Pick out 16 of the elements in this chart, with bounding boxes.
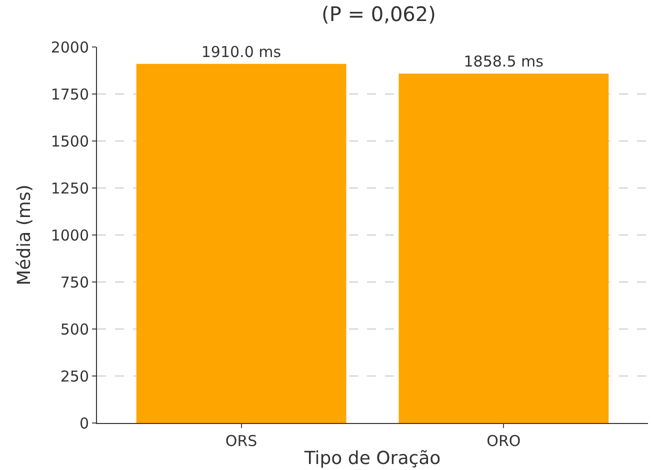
y-tick-label: 500 [60,320,89,338]
y-tick-label: 750 [60,273,89,292]
data-label: 1858.5 ms [464,52,544,71]
y-tick-label: 1250 [50,179,89,198]
chart-title: (P = 0,062) [322,2,436,26]
x-tick-label: ORS [225,432,258,450]
y-tick-label: 1500 [50,132,89,150]
data-label: 1910.0 ms [201,42,282,61]
y-tick-label: 0 [79,414,89,432]
x-axis-title: Tipo de Oração [303,448,441,470]
y-tick-label: 250 [60,367,89,386]
y-axis-title: Média (ms) [14,184,36,286]
y-tick-label: 2000 [50,38,89,56]
y-tick-label: 1000 [50,226,89,244]
y-tick-label: 1750 [50,85,89,104]
x-tick-label: ORO [486,432,521,450]
